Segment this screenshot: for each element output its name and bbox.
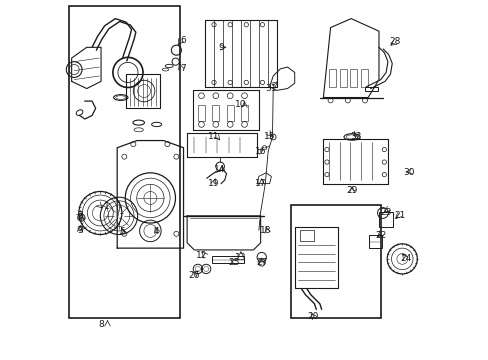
Text: 13: 13 — [235, 253, 246, 262]
Text: 7: 7 — [180, 64, 186, 73]
Text: 25: 25 — [227, 258, 239, 267]
Bar — [339, 69, 346, 87]
Text: 9: 9 — [218, 43, 224, 52]
Bar — [328, 69, 335, 87]
Bar — [300, 230, 314, 241]
Text: 6: 6 — [180, 36, 186, 45]
Text: 21: 21 — [394, 211, 406, 220]
Bar — [212, 256, 244, 263]
Text: 2: 2 — [77, 211, 83, 220]
Text: 19: 19 — [208, 179, 219, 188]
Text: 15: 15 — [264, 132, 275, 141]
Text: 10: 10 — [235, 100, 246, 109]
Text: 12: 12 — [195, 251, 207, 260]
Text: 5: 5 — [120, 228, 125, 237]
Bar — [212, 105, 219, 121]
Text: 17: 17 — [254, 179, 266, 188]
Text: 14: 14 — [213, 165, 224, 174]
Bar — [364, 87, 378, 91]
Bar — [368, 235, 382, 248]
Bar — [198, 105, 204, 121]
Text: 8: 8 — [98, 320, 104, 329]
Text: 32: 32 — [349, 132, 361, 141]
Bar — [378, 212, 392, 226]
Bar — [349, 69, 357, 87]
Text: 27: 27 — [256, 258, 267, 267]
Text: 4: 4 — [154, 228, 159, 237]
Text: 31: 31 — [265, 84, 277, 93]
Text: 30: 30 — [403, 168, 414, 177]
Text: 29: 29 — [346, 186, 357, 195]
Text: 16: 16 — [254, 147, 266, 156]
Text: 28: 28 — [388, 37, 400, 46]
Bar — [290, 205, 380, 318]
Text: 26: 26 — [188, 270, 200, 279]
Bar — [69, 6, 180, 318]
Text: 11: 11 — [208, 132, 219, 141]
Text: 22: 22 — [374, 231, 386, 240]
Bar — [226, 105, 233, 121]
Text: 3: 3 — [77, 226, 83, 235]
Bar — [360, 69, 367, 87]
Bar — [241, 105, 247, 121]
Text: 23: 23 — [380, 208, 391, 217]
Text: 18: 18 — [260, 226, 271, 235]
Text: 1: 1 — [103, 202, 109, 211]
Text: 20: 20 — [306, 312, 318, 321]
Text: 24: 24 — [400, 255, 411, 264]
